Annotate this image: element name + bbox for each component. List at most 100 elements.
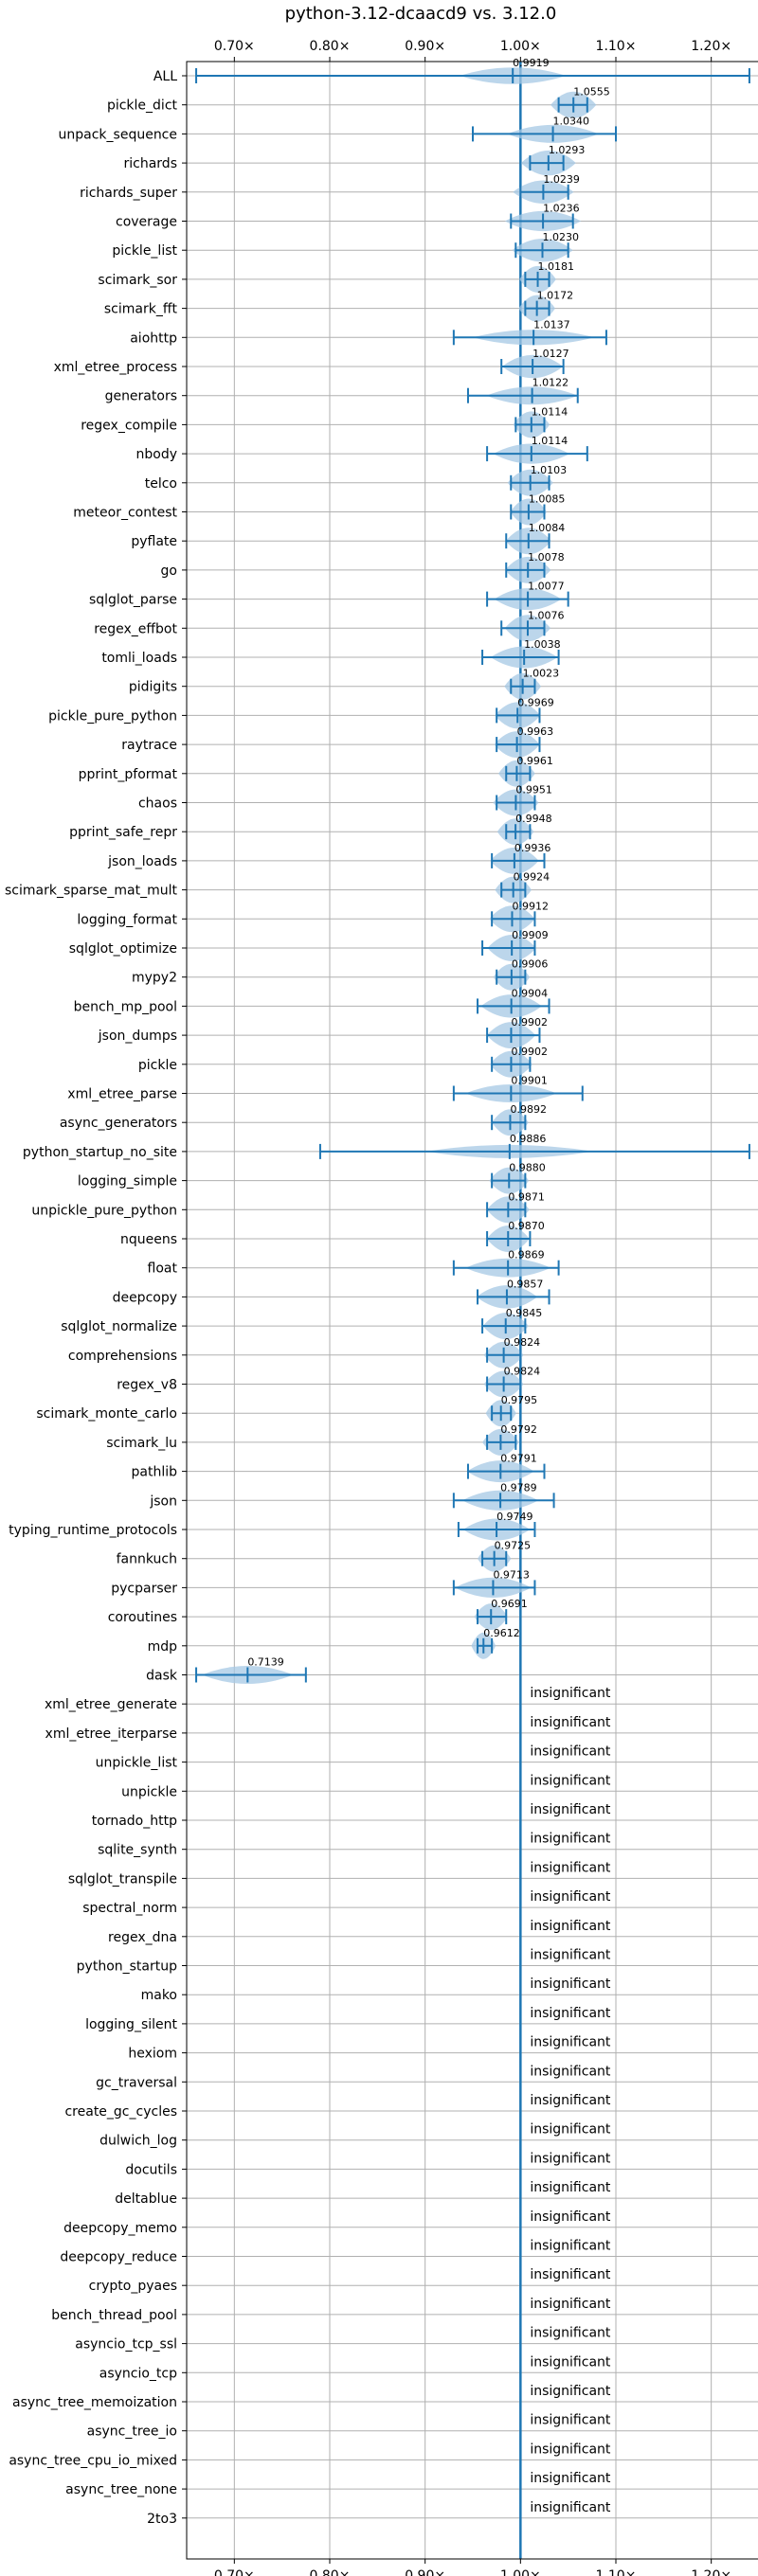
value-label: 1.0239	[543, 173, 580, 186]
insignificant-label: insignificant	[530, 2297, 611, 2312]
category-label: scimark_lu	[106, 1436, 177, 1451]
value-label: 0.9791	[500, 1453, 537, 1465]
category-label: xml_etree_iterparse	[45, 1726, 177, 1742]
category-label: gc_traversal	[96, 2075, 177, 2090]
label-layer: 0.9919 1.0555 1.0340 1.0293 1.0239 1.0236 1.02…	[247, 57, 611, 2515]
value-label: 0.9691	[491, 1598, 528, 1610]
category-label: typing_runtime_protocols	[9, 1523, 177, 1538]
grid-layer: 0.70× 0.70× 0.80× 0.80× 0.90× 0.90× 1.00× 1.00×…	[5, 39, 758, 2576]
value-label: 0.9904	[512, 987, 549, 999]
value-label: 0.9924	[514, 871, 550, 884]
category-label: pyflate	[131, 534, 177, 549]
value-label: 0.9749	[496, 1511, 533, 1523]
insignificant-label: insignificant	[530, 2384, 611, 2399]
value-label: 0.9871	[508, 1190, 545, 1203]
category-label: generators	[105, 389, 177, 404]
x-tick-label-top: 1.20×	[691, 39, 731, 54]
insignificant-label: insignificant	[530, 1860, 611, 1875]
insignificant-label: insignificant	[530, 2006, 611, 2021]
insignificant-label: insignificant	[530, 1686, 611, 1701]
value-label: 1.0293	[549, 144, 586, 156]
value-label: 0.9845	[506, 1307, 543, 1319]
category-label: pickle_pure_python	[48, 708, 177, 724]
value-label: 0.9963	[517, 725, 554, 738]
x-tick-label-bottom: 0.70×	[214, 2568, 255, 2576]
category-label: async_generators	[60, 1116, 177, 1131]
category-label: 2to3	[147, 2512, 177, 2527]
category-label: xml_etree_generate	[45, 1697, 177, 1712]
category-label: telco	[145, 476, 177, 492]
category-label: logging_silent	[85, 2017, 177, 2032]
insignificant-label: insignificant	[530, 2471, 611, 2486]
value-label: 0.9824	[504, 1336, 541, 1349]
insignificant-label: insignificant	[530, 1773, 611, 1788]
value-label: 0.9869	[508, 1249, 545, 1261]
category-label: deepcopy_reduce	[60, 2250, 177, 2265]
insignificant-label: insignificant	[530, 2500, 611, 2515]
insignificant-label: insignificant	[530, 1715, 611, 1730]
category-label: coverage	[116, 215, 177, 230]
category-label: chaos	[138, 796, 177, 812]
value-label: 0.9906	[512, 958, 549, 971]
category-label: regex_v8	[117, 1378, 177, 1393]
category-label: meteor_contest	[73, 506, 177, 521]
category-label: dulwich_log	[99, 2134, 177, 2149]
value-label: 1.0085	[529, 493, 566, 506]
category-label: pickle_list	[112, 243, 177, 259]
category-label: crypto_pyaes	[89, 2279, 177, 2294]
value-label: 0.9901	[511, 1075, 548, 1087]
value-label: 1.0084	[529, 522, 566, 534]
insignificant-label: insignificant	[530, 2151, 611, 2166]
category-label: scimark_monte_carlo	[36, 1406, 177, 1422]
value-label: 0.9948	[515, 813, 552, 825]
insignificant-label: insignificant	[530, 1744, 611, 1760]
insignificant-label: insignificant	[530, 1832, 611, 1847]
value-label: 0.9725	[495, 1540, 532, 1552]
category-label: go	[161, 564, 177, 579]
value-label: 0.9795	[501, 1394, 538, 1406]
category-label: fannkuch	[117, 1552, 177, 1567]
category-label: logging_format	[77, 912, 177, 927]
category-label: asyncio_tcp_ssl	[75, 2337, 177, 2352]
value-label: 0.9792	[500, 1423, 537, 1436]
category-label: mdp	[148, 1639, 178, 1655]
category-label: unpickle_pure_python	[31, 1203, 177, 1218]
value-label: 1.0077	[528, 581, 565, 593]
category-label: richards	[124, 156, 178, 171]
value-label: 0.9713	[493, 1568, 530, 1581]
value-label: 1.0038	[524, 638, 561, 651]
category-label: regex_effbot	[94, 621, 177, 636]
value-label: 1.0076	[528, 609, 565, 621]
value-label: 0.9824	[504, 1366, 541, 1378]
plot-frame	[186, 61, 758, 2560]
value-label: 0.9902	[511, 1016, 548, 1029]
category-label: async_tree_cpu_io_mixed	[9, 2453, 177, 2468]
x-tick-label-top: 1.00×	[500, 39, 541, 54]
violin-layer	[195, 62, 750, 2559]
value-label: 0.9880	[509, 1162, 546, 1174]
value-label: 1.0103	[531, 464, 568, 476]
value-label: 1.0181	[538, 260, 575, 273]
value-label: 1.0137	[533, 318, 570, 331]
value-label: 0.9870	[508, 1220, 545, 1232]
category-label: pidigits	[129, 680, 177, 695]
category-label: spectral_norm	[82, 1901, 177, 1916]
value-label: 0.7139	[247, 1656, 284, 1669]
insignificant-label: insignificant	[530, 2354, 611, 2370]
x-tick-label-bottom: 0.80×	[310, 2568, 351, 2576]
category-label: float	[148, 1261, 178, 1277]
value-label: 1.0340	[553, 115, 590, 127]
category-label: aiohttp	[130, 331, 177, 346]
x-tick-label-top: 0.80×	[310, 39, 351, 54]
category-label: async_tree_none	[65, 2482, 177, 2497]
category-label: dask	[146, 1669, 178, 1684]
category-label: async_tree_io	[87, 2424, 177, 2440]
category-label: deepcopy_memo	[63, 2221, 177, 2236]
category-label: create_gc_cycles	[64, 2104, 177, 2120]
value-label: 0.9919	[513, 57, 550, 69]
category-label: json	[149, 1494, 177, 1509]
x-tick-label-bottom: 1.00×	[500, 2568, 541, 2576]
category-label: pprint_pformat	[79, 767, 178, 782]
value-label: 1.0127	[532, 348, 569, 360]
